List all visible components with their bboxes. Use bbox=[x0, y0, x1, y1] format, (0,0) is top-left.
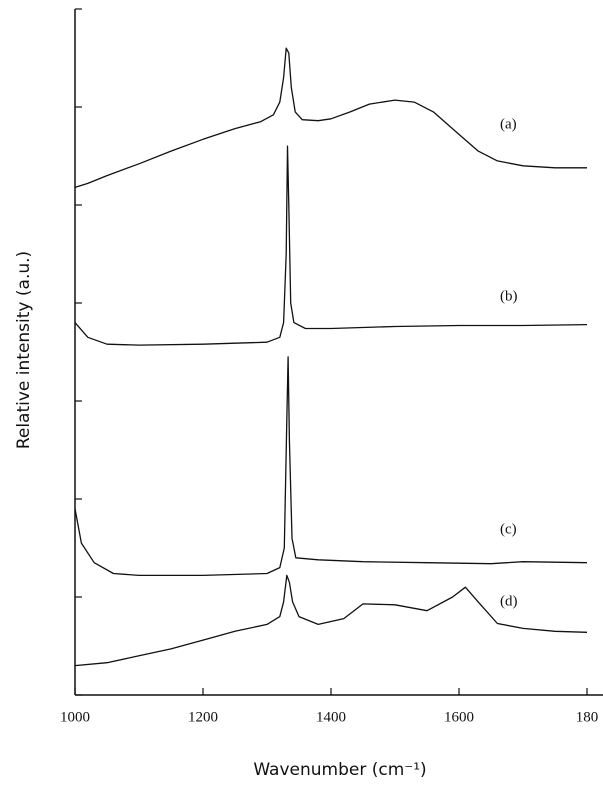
x-tick-label: 1600 bbox=[444, 709, 474, 725]
spectrum-line bbox=[74, 145, 588, 346]
series-label: (b) bbox=[500, 288, 518, 304]
spectrum-line bbox=[74, 47, 587, 189]
x-tick-label: 1000 bbox=[60, 709, 90, 725]
spectrum-line bbox=[74, 356, 588, 577]
series-label: (a) bbox=[500, 116, 517, 132]
x-axis-title: Wavenumber (cm⁻¹) bbox=[253, 760, 426, 780]
x-tick-label: 1200 bbox=[188, 709, 218, 725]
y-axis-title: Relative intensity (a.u.) bbox=[14, 251, 34, 449]
series-label: (d) bbox=[500, 593, 518, 609]
spectrum-line bbox=[74, 574, 588, 667]
x-tick-label: 180 bbox=[576, 709, 599, 725]
series-label: (c) bbox=[500, 521, 517, 537]
x-tick-label: 1400 bbox=[316, 709, 346, 725]
